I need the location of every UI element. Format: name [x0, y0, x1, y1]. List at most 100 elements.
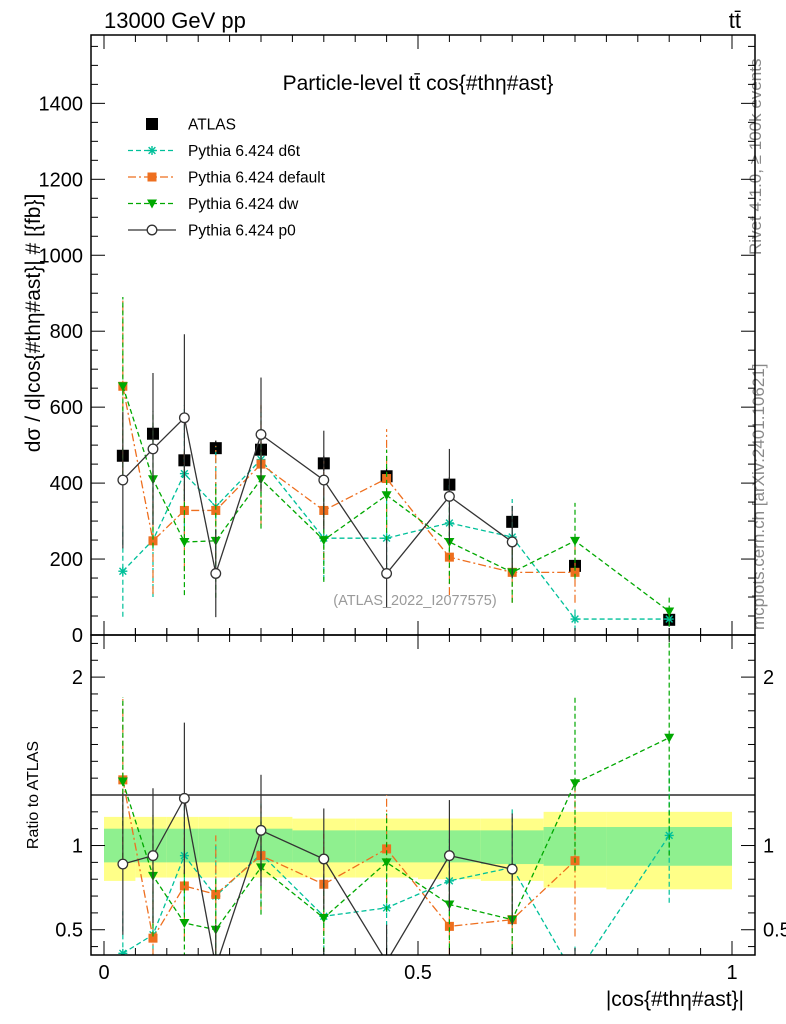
marker-pythia-6-424-dw [179, 919, 190, 928]
marker-pythia-6-424-default [444, 921, 454, 931]
legend-item-pythia-6-424-d6t: Pythia 6.424 d6t [128, 143, 301, 160]
marker-pythia-6-424-p0 [318, 853, 330, 865]
marker-pythia-6-424-dw [179, 537, 190, 547]
marker-atlas [209, 442, 222, 455]
series-pythia-6-424-dw [117, 635, 675, 955]
marker-pythia-6-424-d6t [118, 948, 128, 955]
legend-label: Pythia 6.424 dw [188, 196, 299, 213]
legend-label: Pythia 6.424 p0 [188, 223, 296, 240]
marker-pythia-6-424-default [382, 844, 392, 854]
marker-pythia-6-424-default [382, 474, 392, 484]
y-tick-label: 0 [72, 625, 83, 647]
y-tick-label: 400 [50, 473, 83, 495]
marker-pythia-6-424-default [211, 889, 221, 899]
marker-pythia-6-424-d6t [147, 146, 157, 155]
main-series-layer [116, 297, 676, 631]
x-tick-label: 0 [98, 962, 109, 984]
y-tick-label: 800 [50, 321, 83, 343]
series-pythia-6-424-p0 [117, 334, 518, 618]
marker-pythia-6-424-p0 [381, 568, 393, 579]
marker-atlas [146, 118, 158, 130]
marker-pythia-6-424-p0 [117, 858, 129, 870]
marker-pythia-6-424-default [148, 536, 158, 546]
y-tick-label: 1200 [39, 169, 84, 191]
axes-layer: 0 200 400 600 800 1000 1200 1400 0.5 0.5 1 1 2 2 0 0.5 1 [39, 35, 786, 984]
marker-pythia-6-424-d6t [118, 566, 128, 576]
legend-item-pythia-6-424-default: Pythia 6.424 default [128, 170, 326, 187]
legend-item-atlas: ATLAS [146, 117, 236, 134]
ratio-y-tick-label-right: 0.5 [763, 920, 786, 942]
marker-pythia-6-424-dw [570, 779, 580, 789]
ratio-y-tick-label: 0.5 [55, 920, 83, 942]
legend: ATLAS Pythia 6.424 d6t Pythia 6.424 defaul… [128, 117, 326, 240]
marker-pythia-6-424-d6t [571, 972, 580, 981]
ratio-uncertainty-bands [104, 811, 732, 890]
y-tick-label: 1400 [39, 93, 84, 115]
marker-pythia-6-424-dw [381, 491, 392, 501]
marker-pythia-6-424-dw [664, 733, 675, 743]
process-label: tt̄ [729, 8, 741, 33]
marker-pythia-6-424-dw [117, 382, 128, 392]
marker-pythia-6-424-p0 [117, 474, 129, 486]
marker-pythia-6-424-dw [117, 777, 128, 787]
legend-item-pythia-6-424-dw: Pythia 6.424 dw [128, 196, 299, 213]
legend-label: Pythia 6.424 default [188, 170, 326, 187]
analysis-watermark: (ATLAS_2022_I2077575) [333, 593, 496, 609]
ratio-y-tick-label-right: 2 [763, 667, 774, 689]
band-segment [104, 828, 136, 863]
marker-pythia-6-424-default [147, 172, 157, 182]
marker-pythia-6-424-p0 [147, 850, 159, 862]
marker-pythia-6-424-p0 [506, 536, 518, 548]
legend-label: Pythia 6.424 d6t [188, 143, 301, 160]
series-pythia-6-424-default [118, 298, 580, 603]
marker-pythia-6-424-default [211, 505, 221, 515]
main-chart-title: Particle-level tt̄ cos{#thη#ast} [283, 72, 554, 95]
marker-pythia-6-424-dw [381, 858, 392, 868]
ratio-y-tick-label: 2 [72, 667, 83, 689]
marker-pythia-6-424-p0 [443, 850, 455, 862]
ratio-series-layer [117, 635, 675, 981]
marker-pythia-6-424-dw [318, 913, 329, 923]
x-tick-label: 1 [726, 962, 737, 984]
series-line-pythia-6-424-default [122, 779, 576, 940]
marker-pythia-6-424-dw [664, 607, 675, 617]
marker-pythia-6-424-p0 [255, 824, 267, 836]
ratio-y-tick-label-right: 1 [763, 836, 774, 858]
marker-pythia-6-424-p0 [506, 863, 518, 875]
ratio-y-axis-label: Ratio to ATLAS [25, 741, 42, 849]
marker-pythia-6-424-p0 [146, 224, 158, 236]
series-pythia-6-424-p0 [117, 722, 518, 972]
marker-pythia-6-424-p0 [211, 962, 221, 972]
band-statistical-uncertainty [104, 827, 732, 866]
main-y-axis-label: dσ / d|cos{#thη#ast}| # [{fb}] [22, 194, 45, 453]
marker-pythia-6-424-dw [318, 536, 329, 546]
marker-pythia-6-424-p0 [443, 490, 455, 502]
series-pythia-6-424-dw [117, 297, 675, 627]
marker-pythia-6-424-p0 [318, 474, 330, 486]
band-segment [198, 828, 230, 863]
series-line-pythia-6-424-dw [122, 386, 670, 612]
marker-pythia-6-424-p0 [178, 792, 190, 804]
marker-pythia-6-424-dw [147, 199, 157, 209]
y-tick-label: 1000 [39, 245, 84, 267]
marker-pythia-6-424-dw [570, 536, 580, 546]
marker-pythia-6-424-p0 [382, 957, 392, 967]
marker-pythia-6-424-p0 [178, 412, 190, 424]
ratio-y-tick-label: 1 [72, 836, 83, 858]
series-line-pythia-6-424-default [122, 386, 575, 573]
marker-pythia-6-424-p0 [147, 443, 159, 455]
marker-pythia-6-424-p0 [210, 568, 222, 579]
legend-item-pythia-6-424-p0: Pythia 6.424 p0 [128, 223, 296, 240]
marker-pythia-6-424-default [148, 933, 158, 943]
energy-label: 13000 GeV pp [104, 8, 246, 33]
marker-pythia-6-424-d6t [570, 614, 580, 624]
mcplots-label: mcplots.cern.ch [arXiv:2401.10621] [749, 364, 768, 630]
x-tick-label: 0.5 [404, 962, 432, 984]
y-tick-label: 200 [50, 549, 83, 571]
marker-pythia-6-424-p0 [255, 429, 267, 440]
x-axis-label: |cos{#thη#ast}| [606, 988, 744, 1011]
y-tick-label: 600 [50, 397, 83, 419]
legend-label: ATLAS [188, 117, 236, 134]
marker-pythia-6-424-default [179, 881, 189, 891]
